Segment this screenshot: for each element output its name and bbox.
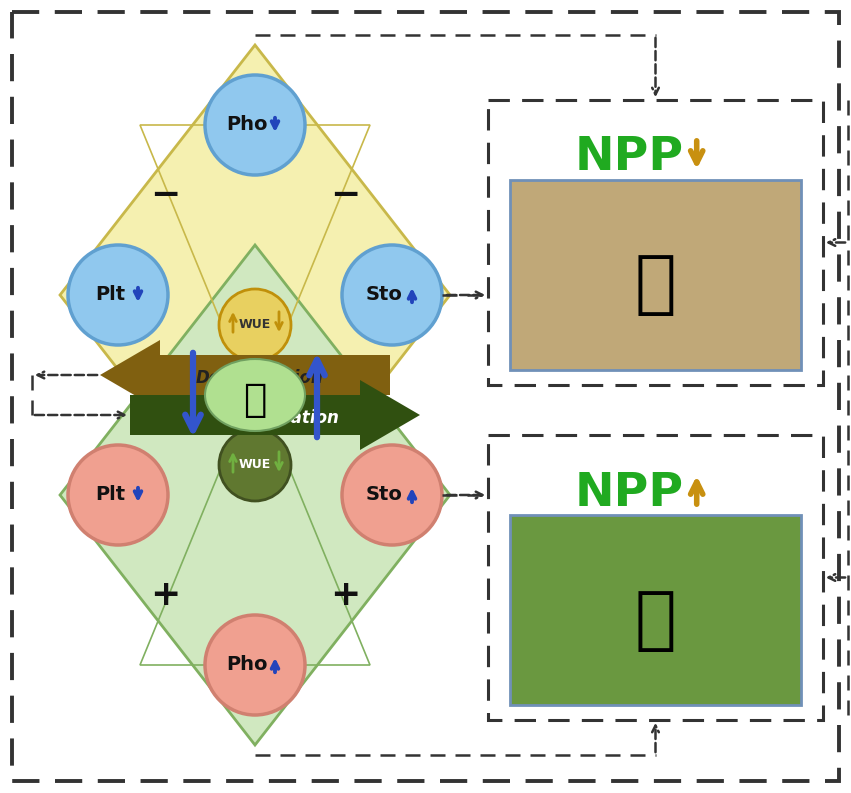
FancyArrow shape — [100, 340, 390, 410]
Text: NPP: NPP — [574, 470, 683, 515]
Text: Restoration: Restoration — [231, 409, 340, 427]
Text: 🌳: 🌳 — [243, 381, 266, 419]
Circle shape — [68, 245, 168, 345]
Text: WUE: WUE — [239, 319, 271, 331]
Text: Plt: Plt — [95, 285, 125, 305]
Circle shape — [205, 615, 305, 715]
Circle shape — [342, 445, 442, 545]
Text: −: − — [150, 178, 180, 212]
Bar — [510, 180, 801, 370]
Circle shape — [219, 289, 291, 361]
Bar — [510, 515, 801, 705]
Text: Sto: Sto — [366, 285, 403, 305]
Text: +: + — [150, 578, 180, 612]
Bar — [488, 435, 823, 720]
Circle shape — [219, 429, 291, 501]
Text: Sto: Sto — [366, 485, 403, 504]
Text: Plt: Plt — [95, 485, 125, 504]
Circle shape — [68, 445, 168, 545]
Text: +: + — [240, 398, 270, 432]
Text: −: − — [240, 358, 270, 392]
Polygon shape — [60, 245, 450, 745]
Text: Pho: Pho — [226, 656, 268, 675]
Bar — [488, 100, 823, 385]
Text: WUE: WUE — [239, 458, 271, 472]
Text: NPP: NPP — [574, 136, 683, 181]
Text: Degeneration: Degeneration — [196, 369, 324, 387]
Text: +: + — [330, 578, 360, 612]
Text: −: − — [330, 178, 360, 212]
FancyArrow shape — [130, 380, 420, 450]
Ellipse shape — [205, 359, 305, 431]
Text: 🏜: 🏜 — [635, 251, 677, 319]
Circle shape — [205, 75, 305, 175]
Polygon shape — [60, 45, 450, 545]
Circle shape — [342, 245, 442, 345]
Text: 🌲: 🌲 — [635, 587, 677, 653]
Text: Pho: Pho — [226, 116, 268, 135]
